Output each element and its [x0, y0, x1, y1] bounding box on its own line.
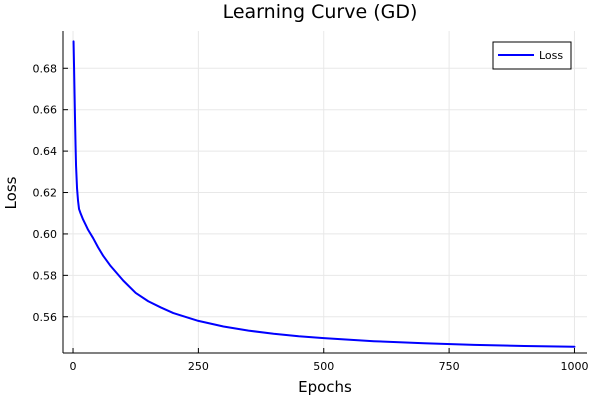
- x-tick-label: 0: [70, 360, 77, 373]
- y-tick-label: 0.68: [33, 62, 58, 75]
- x-tick-label: 1000: [560, 360, 588, 373]
- series-line-loss: [72, 40, 576, 348]
- series: [72, 40, 576, 348]
- y-tick-label: 0.64: [33, 145, 58, 158]
- y-tick-label: 0.66: [33, 104, 58, 117]
- x-tick-label: 500: [313, 360, 334, 373]
- x-axis-label: Epochs: [298, 378, 352, 396]
- legend: Loss: [492, 41, 572, 70]
- axes: [62, 31, 587, 354]
- chart-title: Learning Curve (GD): [223, 1, 418, 23]
- legend-label-loss: Loss: [539, 49, 563, 62]
- x-tick-label: 250: [188, 360, 209, 373]
- grid: [63, 31, 587, 353]
- y-axis-label: Loss: [2, 176, 20, 209]
- x-tick-label: 750: [439, 360, 460, 373]
- y-tick-label: 0.60: [33, 228, 58, 241]
- y-tick-label: 0.58: [33, 269, 58, 282]
- y-tick-label: 0.62: [33, 187, 58, 200]
- ticks: 0 250 500 750 1000 0.56 0.58 0.60 0.62 0.64 0.66 0.…: [33, 62, 589, 373]
- y-tick-label: 0.56: [33, 311, 58, 324]
